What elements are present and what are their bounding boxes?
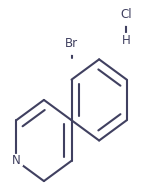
Text: Cl: Cl [120,8,132,21]
Text: H: H [122,34,130,46]
Text: N: N [12,154,21,167]
Text: Br: Br [65,37,78,50]
